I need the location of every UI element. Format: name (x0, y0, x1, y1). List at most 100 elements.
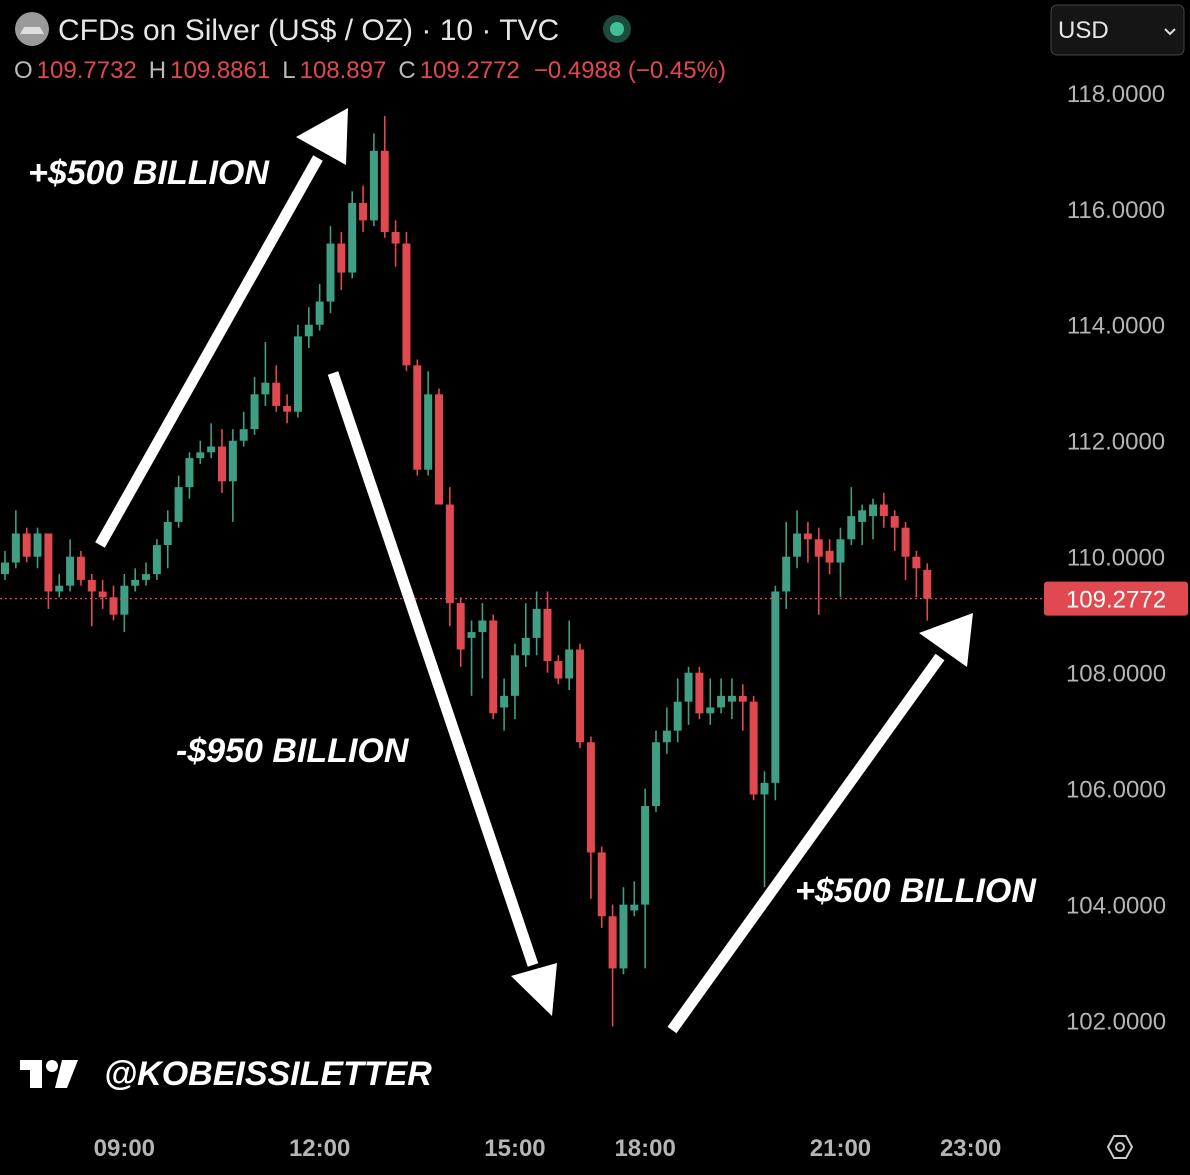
candles (1, 115, 932, 1027)
candle-body (293, 336, 302, 412)
candle-body (554, 661, 563, 679)
chart-title: CFDs on Silver (US$ / OZ) · 10 · TVC (58, 14, 559, 47)
logo-part (55, 1060, 78, 1088)
candle-body (576, 649, 585, 743)
candle-body (717, 695, 726, 708)
ohlc-key: O (14, 57, 33, 84)
candle-body (565, 649, 574, 679)
watermark: @KOBEISSILETTER (104, 1055, 432, 1093)
candle-body (87, 579, 96, 592)
candle-body (456, 603, 465, 650)
dropdown-chevron (1164, 28, 1176, 36)
arrow-line (327, 371, 539, 967)
y-tick-label: 104.0000 (1066, 893, 1166, 920)
candle-body (380, 150, 389, 232)
x-tick-label: 12:00 (289, 1135, 350, 1162)
candle-body (196, 452, 205, 459)
candle-body (489, 620, 498, 714)
symbol-icon-shape (20, 27, 44, 34)
annotation: -$950 BILLION (176, 732, 410, 770)
change: −0.4988 (−0.45%) (534, 57, 726, 84)
candle-body (673, 701, 682, 731)
candle-body (152, 545, 161, 575)
candle-body (803, 533, 812, 540)
candle-body (619, 904, 628, 969)
candle-body (445, 504, 454, 604)
candle-body (11, 533, 20, 563)
candle-body (413, 365, 422, 470)
candle-body (738, 695, 747, 702)
x-tick-label: 15:00 (484, 1135, 545, 1162)
candle-body (55, 585, 64, 592)
candle-body (912, 556, 921, 569)
candle-body (44, 533, 53, 592)
candle-body (207, 446, 216, 453)
arrow-head (296, 108, 348, 165)
candle-body (66, 556, 75, 586)
candle-body (510, 655, 519, 696)
candle-body (727, 695, 736, 702)
settings-icon[interactable] (1106, 1135, 1134, 1159)
candle-body (142, 574, 151, 580)
logo-part (30, 1060, 42, 1088)
candle-body (435, 394, 443, 505)
y-tick-label: 106.0000 (1066, 777, 1166, 804)
candle-body (250, 394, 259, 430)
ohlc-key: C (398, 57, 415, 84)
x-tick-label: 23:00 (940, 1135, 1001, 1162)
candle-body (771, 591, 780, 783)
x-tick-label: 21:00 (810, 1135, 871, 1162)
candle-body (543, 608, 552, 662)
x-tick-label: 18:00 (614, 1135, 675, 1162)
y-tick-label: 114.0000 (1067, 313, 1165, 340)
candle-body (391, 231, 400, 244)
candle-body (315, 301, 324, 325)
annotation: +$500 BILLION (795, 872, 1037, 910)
candle-body (879, 504, 888, 517)
candle-body (163, 521, 172, 546)
currency-select[interactable] (1050, 4, 1185, 56)
arrow-line (95, 155, 323, 548)
ohlc-value: 108.897 (300, 57, 387, 84)
last-price-label: 109.2772 (1066, 587, 1166, 614)
y-tick-label: 110.0000 (1067, 545, 1165, 572)
candle-body (467, 632, 476, 638)
candle-body (652, 742, 660, 807)
candle-body (760, 782, 769, 795)
candle-body (185, 458, 194, 488)
ohlc-value: 109.2772 (420, 57, 520, 84)
candle-body (228, 440, 237, 482)
last-price-box (1044, 581, 1188, 616)
candle-body (814, 539, 823, 557)
candle-body (359, 202, 368, 221)
currency-label: USD (1058, 17, 1109, 44)
status-dot (610, 22, 624, 36)
x-tick-label: 09:00 (94, 1135, 155, 1162)
ohlc-value: 109.7732 (37, 57, 137, 84)
candle-body (283, 405, 292, 412)
candle-body (109, 597, 118, 615)
candle-body (858, 510, 867, 522)
candle-body (662, 730, 671, 743)
arrow-head (511, 963, 557, 1016)
candle-body (500, 695, 509, 708)
ohlc-text: O 109.7732 H 109.8861 L 108.897 C 109.2772 −0.49… (14, 57, 726, 84)
candle-body (521, 637, 530, 656)
candle-body (836, 539, 845, 563)
candle-body (825, 550, 834, 563)
candle-body (532, 608, 541, 638)
candle-body (120, 585, 129, 615)
annotation: +$500 BILLION (28, 154, 270, 192)
candle-body (847, 516, 856, 540)
candle-body (402, 243, 411, 366)
candle-body (33, 533, 42, 557)
logo-part (46, 1060, 58, 1072)
y-tick-label: 116.0000 (1067, 197, 1165, 224)
candle-body (597, 852, 606, 917)
candle-body (304, 324, 313, 337)
candle-body (923, 569, 932, 599)
candle-body (749, 701, 758, 795)
candle-body (174, 487, 183, 522)
candle-body (1, 562, 9, 575)
